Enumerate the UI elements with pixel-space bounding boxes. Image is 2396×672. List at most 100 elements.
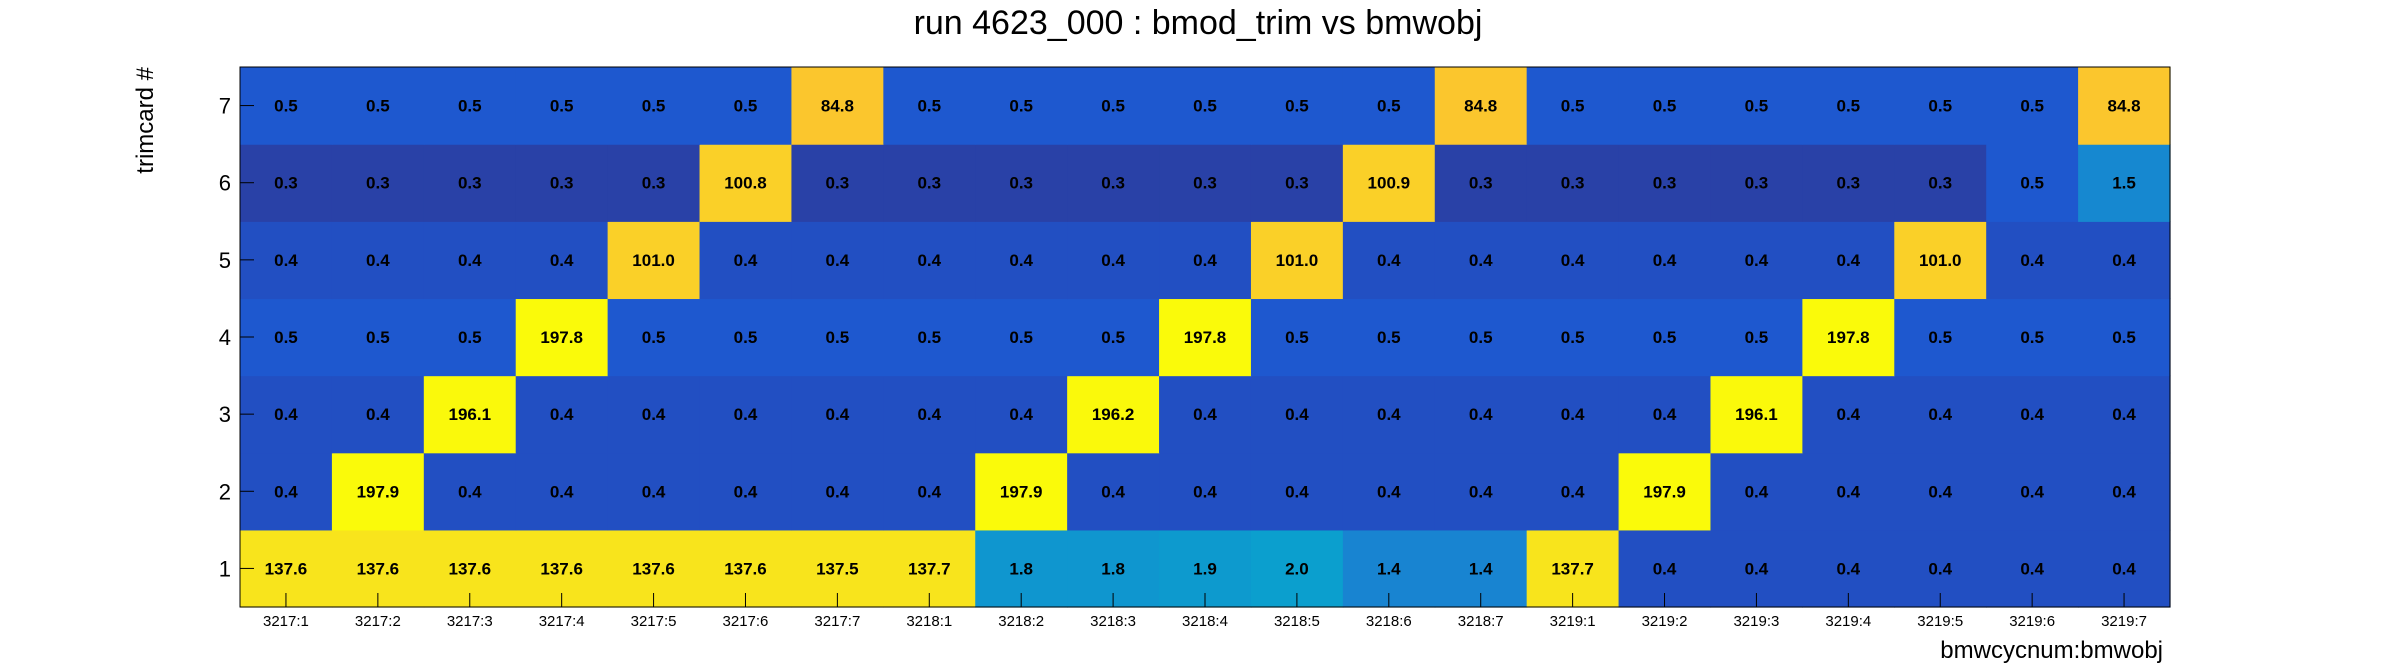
- heatmap-cell: [607, 221, 701, 300]
- cell-value-label: 101.0: [1919, 251, 1962, 270]
- x-axis-ticks: 3217:1 3217:2 3217:3 3217:4 3217:5 3217:6 3217…: [263, 593, 2147, 630]
- cell-value-label: 0.5: [1377, 328, 1401, 347]
- cell-value-label: 0.4: [826, 405, 850, 424]
- cell-value-label: 0.3: [642, 174, 666, 193]
- heatmap-cell: [240, 67, 333, 145]
- cell-value-label: 0.3: [366, 174, 390, 193]
- x-tick-label: 3217:5: [631, 613, 677, 630]
- heatmap-cell: [1802, 452, 1895, 531]
- heatmap-cell: [1067, 452, 1160, 531]
- heatmap-cell: [1342, 67, 1436, 145]
- cell-value-label: 0.4: [1193, 251, 1217, 270]
- heatmap-cell: [699, 298, 793, 377]
- cell-value-label: 0.5: [274, 97, 298, 116]
- cell-value-label: 137.6: [448, 559, 491, 578]
- heatmap-cell: [240, 144, 333, 222]
- x-tick-label: 3219:2: [1642, 613, 1688, 630]
- cell-value-label: 0.3: [1101, 174, 1125, 193]
- cell-value-label: 137.6: [632, 559, 675, 578]
- x-tick-label: 3218:2: [998, 613, 1044, 630]
- cell-value-label: 101.0: [632, 251, 675, 270]
- cell-value-label: 0.5: [458, 97, 482, 116]
- heatmap-cell: [331, 298, 425, 377]
- cell-value-label: 0.4: [1285, 405, 1309, 424]
- heatmap-cell: [515, 221, 609, 300]
- cell-value-label: 0.5: [274, 328, 298, 347]
- cell-value-label: 0.5: [1101, 328, 1125, 347]
- cell-value-label: 0.3: [1009, 174, 1033, 193]
- cell-value-label: 0.4: [1561, 251, 1585, 270]
- cell-value-label: 0.4: [1009, 405, 1033, 424]
- cell-value-label: 0.4: [1469, 405, 1493, 424]
- cell-value-label: 0.4: [734, 251, 758, 270]
- heatmap-cell: [1618, 67, 1712, 145]
- heatmap-cell: [1250, 67, 1344, 145]
- cell-value-label: 0.5: [1653, 97, 1677, 116]
- cell-value-label: 101.0: [1276, 251, 1319, 270]
- cell-value-label: 0.4: [642, 405, 666, 424]
- heatmap-cell: [791, 67, 884, 145]
- cell-value-label: 197.9: [1643, 482, 1686, 501]
- heatmap-cell: [1526, 298, 1620, 377]
- heatmap-cell: [1067, 221, 1160, 300]
- heatmap-cell: [1526, 144, 1620, 222]
- cell-value-label: 0.5: [1837, 97, 1861, 116]
- heatmap-cell: [607, 67, 701, 145]
- y-tick-label: 7: [219, 94, 231, 119]
- cell-value-label: 137.7: [1551, 559, 1594, 578]
- heatmap-cell: [1159, 298, 1252, 377]
- cell-value-label: 0.4: [1469, 482, 1493, 501]
- cell-value-label: 0.4: [1837, 559, 1861, 578]
- heatmap-cell: [1526, 452, 1620, 531]
- cell-value-label: 137.6: [357, 559, 400, 578]
- cell-value-label: 0.4: [1285, 482, 1309, 501]
- heatmap-cell: [423, 452, 517, 531]
- cell-value-label: 0.5: [458, 328, 482, 347]
- x-tick-label: 3217:2: [355, 613, 401, 630]
- heatmap-cell: [423, 144, 517, 222]
- cell-value-label: 197.9: [1000, 482, 1043, 501]
- cell-value-label: 0.3: [1837, 174, 1861, 193]
- heatmap-cell: [1986, 375, 2079, 454]
- heatmap-cell: [2078, 298, 2171, 377]
- heatmap-cell: [515, 144, 609, 222]
- heatmap-cell-labels: 137.6 137.6 137.6 137.6 137.6 137.6 137.5 137.7…: [265, 97, 2141, 579]
- cell-value-label: 137.5: [816, 559, 859, 578]
- y-tick-label: 3: [219, 402, 231, 427]
- cell-value-label: 0.4: [2020, 482, 2044, 501]
- cell-value-label: 0.4: [458, 482, 482, 501]
- heatmap-cell: [699, 144, 793, 222]
- heatmap-cell: [1618, 452, 1712, 531]
- heatmap-cell: [515, 67, 609, 145]
- heatmap-cell: [1434, 298, 1528, 377]
- cell-value-label: 0.4: [1193, 405, 1217, 424]
- heatmap-cell: [1894, 452, 1987, 531]
- cell-value-label: 0.4: [274, 405, 298, 424]
- heatmap-cell: [1710, 221, 1803, 300]
- cell-value-label: 197.9: [357, 482, 400, 501]
- cell-value-label: 1.8: [1101, 559, 1125, 578]
- cell-value-label: 0.5: [1928, 97, 1952, 116]
- cell-value-label: 0.5: [1101, 97, 1125, 116]
- cell-value-label: 197.8: [1827, 328, 1870, 347]
- heatmap-cell: [1434, 221, 1528, 300]
- x-tick-label: 3219:5: [1917, 613, 1963, 630]
- cell-value-label: 0.3: [1469, 174, 1493, 193]
- cell-value-label: 100.8: [724, 174, 767, 193]
- heatmap-cell: [607, 452, 701, 531]
- cell-value-label: 0.4: [917, 405, 941, 424]
- x-tick-label: 3217:1: [263, 613, 309, 630]
- cell-value-label: 100.9: [1368, 174, 1411, 193]
- cell-value-label: 0.5: [1928, 328, 1952, 347]
- cell-value-label: 0.4: [826, 251, 850, 270]
- heatmap-cell: [331, 375, 425, 454]
- heatmap-cell: [883, 298, 976, 377]
- heatmap-cell: [1067, 375, 1160, 454]
- cell-value-label: 0.5: [2020, 328, 2044, 347]
- cell-value-label: 0.4: [1837, 251, 1861, 270]
- cell-value-label: 196.1: [1735, 405, 1778, 424]
- cell-value-label: 0.5: [1285, 97, 1309, 116]
- x-tick-label: 3219:1: [1550, 613, 1596, 630]
- heatmap-cell: [1067, 298, 1160, 377]
- cell-value-label: 137.7: [908, 559, 951, 578]
